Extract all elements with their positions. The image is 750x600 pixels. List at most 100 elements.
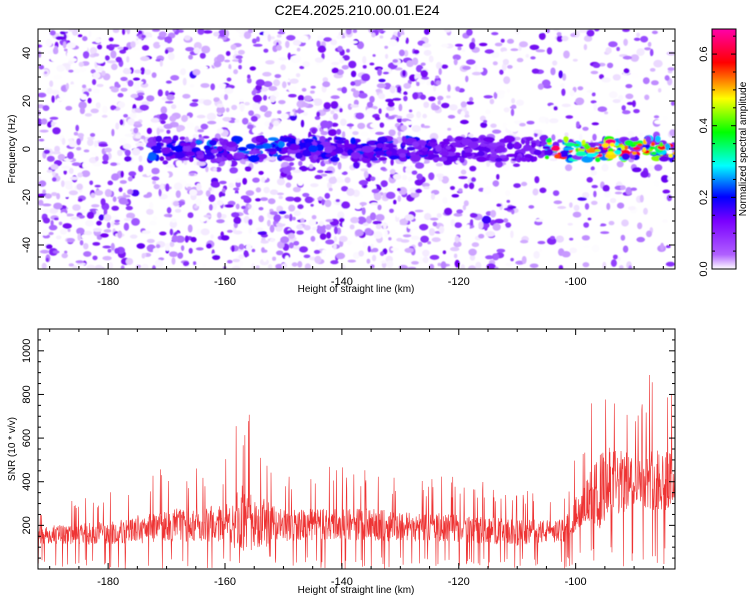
spectrogram-cell xyxy=(556,35,564,42)
spectrogram-cell xyxy=(262,256,267,262)
spectrogram-cell xyxy=(117,93,124,98)
spectrogram-cell xyxy=(293,210,301,217)
spectrogram-cell xyxy=(475,261,482,269)
spectrogram-cell xyxy=(404,214,415,221)
spectrogram-band-cell xyxy=(459,156,465,164)
spectrogram-cell xyxy=(665,261,675,267)
spectrogram-band-cell xyxy=(624,140,634,146)
spectrogram-cell xyxy=(165,100,174,104)
spectrogram-cell xyxy=(603,191,612,198)
spectrogram-cell xyxy=(530,56,536,60)
spectrogram-band-cell xyxy=(252,148,257,155)
spectrogram-cell xyxy=(383,31,393,39)
spectrogram-cell xyxy=(371,188,380,194)
spectrogram-cell xyxy=(187,186,192,190)
spectrogram-cell xyxy=(67,60,74,65)
spectrogram-cell xyxy=(337,45,343,52)
bottom-x-tick-label: -180 xyxy=(97,576,119,588)
spectrogram-band-cell xyxy=(247,154,260,163)
spectrogram-cell xyxy=(227,229,233,233)
spectrogram-cell xyxy=(169,251,178,258)
spectrogram-cell xyxy=(323,127,328,132)
spectrogram-cell xyxy=(155,244,161,249)
spectrogram-cell xyxy=(443,29,452,33)
spectrogram-cell xyxy=(654,119,664,125)
spectrogram-cell xyxy=(83,251,92,257)
spectrogram-cell xyxy=(661,175,669,183)
spectrogram-cell xyxy=(210,181,220,188)
spectrogram-cell xyxy=(194,205,198,209)
spectrogram-peak-cell xyxy=(575,147,579,153)
spectrogram-peak-cell xyxy=(606,151,615,156)
spectrogram-cell xyxy=(577,197,587,201)
spectrogram-cell xyxy=(289,162,294,167)
spectrogram-cell xyxy=(499,69,504,75)
colorbar-tick-label: 0.4 xyxy=(698,118,710,133)
spectrogram-band-cell xyxy=(226,153,234,161)
spectrogram-cell xyxy=(436,213,442,218)
spectrogram-cell xyxy=(437,100,441,105)
spectrogram-band-cell xyxy=(432,157,442,162)
spectrogram-cell xyxy=(198,65,208,70)
spectrogram-band-cell xyxy=(525,139,531,146)
spectrogram-band-cell xyxy=(319,135,326,143)
spectrogram-cell xyxy=(496,173,500,180)
spectrogram-cell xyxy=(357,216,367,225)
spectrogram-cell xyxy=(88,88,92,92)
spectrogram-cell xyxy=(591,200,598,205)
spectrogram-cell xyxy=(466,101,475,105)
spectrogram-cell xyxy=(144,69,151,75)
spectrogram-cell xyxy=(48,231,54,236)
spectrogram-cell xyxy=(111,128,115,137)
spectrogram-cell xyxy=(233,230,243,235)
spectrogram-cell xyxy=(516,57,524,63)
spectrogram-cell xyxy=(191,99,200,103)
spectrogram-peak-cell xyxy=(657,145,666,150)
spectrogram-cell xyxy=(622,110,631,115)
spectrogram-band-cell xyxy=(413,151,424,155)
spectrogram-cell xyxy=(561,103,571,108)
spectrogram-cell xyxy=(118,137,127,144)
spectrogram-cell xyxy=(238,254,245,260)
spectrogram-cell xyxy=(350,88,356,92)
spectrogram-cell xyxy=(494,266,499,269)
spectrogram-cell xyxy=(124,149,131,156)
spectrogram-cell xyxy=(225,51,231,56)
spectrogram-cell xyxy=(180,68,187,76)
spectrogram-cell xyxy=(636,236,645,243)
spectrogram-cell xyxy=(469,165,477,172)
spectrogram-cell xyxy=(510,230,514,239)
spectrogram-cell xyxy=(331,122,339,127)
spectrogram-cell xyxy=(56,193,61,200)
spectrogram-cell xyxy=(292,216,296,221)
spectrogram-cell xyxy=(63,180,73,186)
spectrogram-cell xyxy=(403,91,408,95)
spectrogram-cell xyxy=(346,48,350,53)
spectrogram-cell xyxy=(341,65,349,70)
spectrogram-cell xyxy=(485,185,491,193)
spectrogram-cell xyxy=(582,192,590,199)
spectrogram-cell xyxy=(72,204,81,211)
spectrogram-band-cell xyxy=(196,151,204,156)
spectrogram-cell xyxy=(247,204,252,209)
spectrogram-cell xyxy=(392,59,399,63)
spectrogram-cell xyxy=(48,224,58,231)
spectrogram-cell xyxy=(392,97,402,101)
spectrogram-cell xyxy=(593,190,597,198)
spectrogram-cell xyxy=(549,118,559,124)
spectrogram-cell xyxy=(42,208,50,214)
spectrogram-cell xyxy=(79,67,87,73)
spectrogram-cell xyxy=(45,38,53,47)
spectrogram-cell xyxy=(246,124,254,130)
spectrogram-band-cell xyxy=(208,139,217,146)
spectrogram-cell xyxy=(192,69,201,76)
spectrogram-cell xyxy=(188,54,194,60)
spectrogram-cell xyxy=(261,176,266,183)
spectrogram-cell xyxy=(190,236,197,243)
spectrogram-cell xyxy=(133,77,140,81)
spectrogram-cell xyxy=(56,64,66,72)
top-y-tick-label: 40 xyxy=(21,47,33,59)
spectrogram-cell xyxy=(86,211,95,219)
spectrogram-band-cell xyxy=(668,154,673,158)
spectrogram-cell xyxy=(218,29,227,38)
